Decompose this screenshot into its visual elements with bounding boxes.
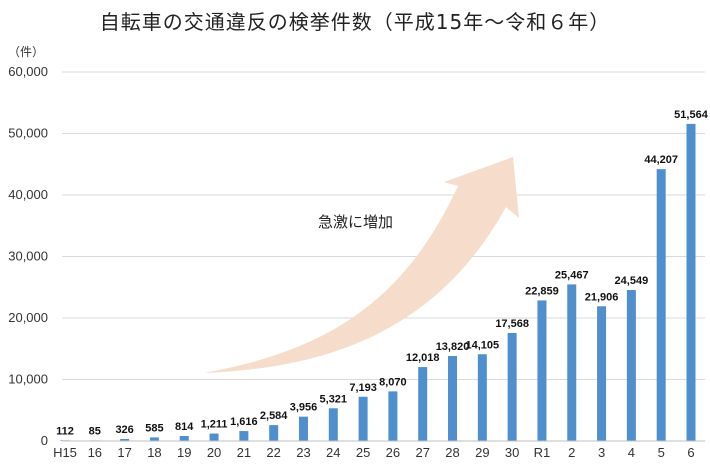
- x-tick-label: 27: [415, 445, 429, 460]
- bar: [269, 425, 279, 441]
- y-tick-label: 30,000: [8, 249, 48, 264]
- x-tick-label: 2: [568, 445, 575, 460]
- x-tick-label: 26: [386, 445, 400, 460]
- annotation-label: 急激に増加: [318, 213, 393, 231]
- bar: [448, 356, 458, 441]
- bar: [179, 435, 189, 441]
- data-label: 12,018: [406, 352, 440, 364]
- increase-arrow: [204, 157, 519, 373]
- x-tick-label: 25: [356, 445, 370, 460]
- data-label: 1,616: [230, 416, 258, 428]
- data-label: 3,956: [290, 402, 318, 414]
- x-tick-label: 24: [326, 445, 340, 460]
- y-tick-label: 60,000: [8, 64, 48, 79]
- bars: [60, 123, 696, 441]
- bar: [418, 367, 428, 441]
- data-label: 14,105: [466, 339, 500, 351]
- data-labels: 112 85 326 585 814 1,211 1,616 2,5843,9565,3217…: [56, 109, 709, 438]
- bar: [298, 416, 308, 441]
- x-tick-label: 22: [266, 445, 280, 460]
- bar: [567, 284, 577, 441]
- bar: [328, 408, 338, 441]
- data-label: 8,070: [379, 376, 407, 388]
- bar: [358, 396, 368, 441]
- data-label: 85: [89, 425, 101, 437]
- bar: [149, 437, 159, 441]
- y-axis-unit: （件）: [8, 45, 44, 59]
- bar: [507, 332, 517, 441]
- y-tick-label: 50,000: [8, 126, 48, 141]
- data-label: 22,859: [525, 285, 559, 297]
- y-tick-label: 40,000: [8, 187, 48, 202]
- x-axis-ticks: H15 16 17 18 19 20 21 22 23 24 25 26 27 28 29 30 R1 2 3 4 5 6: [53, 445, 695, 460]
- data-label: 24,549: [615, 275, 649, 287]
- data-label: 13,820: [436, 341, 470, 353]
- data-label: 2,584: [260, 410, 288, 422]
- x-tick-label: 21: [237, 445, 251, 460]
- x-tick-label: 18: [147, 445, 161, 460]
- bar: [477, 354, 487, 441]
- x-tick-label: 4: [628, 445, 635, 460]
- data-label: 585: [145, 422, 163, 434]
- data-label: 7,193: [349, 382, 377, 394]
- data-label: 112: [56, 425, 74, 437]
- y-tick-label: 20,000: [8, 310, 48, 325]
- data-label: 1,211: [201, 419, 228, 431]
- x-tick-label: 16: [88, 445, 102, 460]
- x-tick-label: 30: [505, 445, 519, 460]
- y-axis-ticks: 0 10,000 20,000 30,000 40,000 50,000 60,000: [8, 64, 48, 448]
- x-tick-label: 6: [687, 445, 694, 460]
- bar: [239, 431, 249, 441]
- arrow-shape: [204, 157, 519, 373]
- bar: [626, 290, 636, 441]
- bar: [597, 306, 607, 441]
- x-tick-label: 5: [658, 445, 665, 460]
- bar: [209, 433, 219, 441]
- data-label: 21,906: [585, 291, 619, 303]
- x-tick-label: 17: [117, 445, 131, 460]
- bar: [388, 391, 398, 441]
- bar: [120, 438, 130, 441]
- data-label: 17,568: [495, 318, 529, 330]
- x-tick-label: 19: [177, 445, 191, 460]
- x-tick-label: 28: [445, 445, 459, 460]
- bar: [656, 169, 666, 441]
- chart-title: 自転車の交通違反の検挙件数（平成15年～令和６年）: [99, 10, 611, 34]
- bar: [686, 123, 696, 441]
- y-tick-label: 10,000: [8, 372, 48, 387]
- data-label: 814: [175, 421, 194, 433]
- x-tick-label: 23: [296, 445, 310, 460]
- bar: [537, 300, 547, 441]
- x-tick-label: H15: [53, 445, 77, 460]
- data-label: 5,321: [320, 393, 348, 405]
- x-tick-label: R1: [534, 445, 551, 460]
- data-label: 326: [115, 424, 133, 436]
- y-tick-label: 0: [41, 433, 48, 448]
- data-label: 51,564: [674, 109, 709, 121]
- data-label: 44,207: [644, 154, 678, 166]
- x-tick-label: 29: [475, 445, 489, 460]
- data-label: 25,467: [555, 269, 589, 281]
- x-tick-label: 3: [598, 445, 605, 460]
- x-tick-label: 20: [207, 445, 221, 460]
